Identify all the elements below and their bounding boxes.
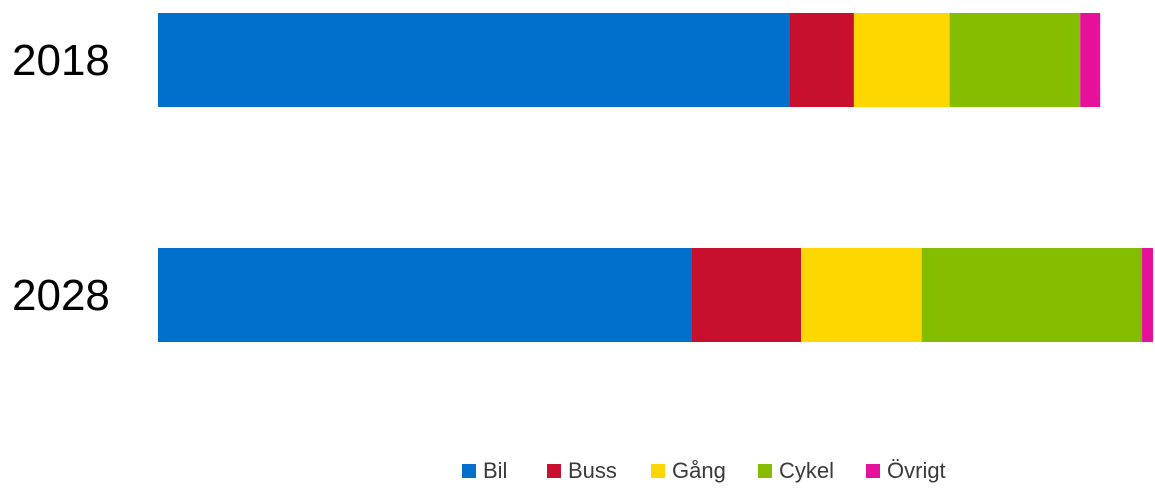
legend-label-buss: Buss — [568, 458, 617, 483]
bar-segment-2018-bil — [158, 13, 790, 107]
bar-segment-2018-buss — [789, 13, 854, 107]
category-labels: 2018 2028 — [12, 36, 110, 320]
category-label-2018: 2018 — [12, 36, 110, 85]
bar-segment-2028-bil — [158, 248, 692, 342]
bar-segment-2028-buss — [691, 248, 802, 342]
legend-swatch-gång — [651, 464, 665, 478]
legend-label-cykel: Cykel — [779, 458, 834, 483]
legend-label-gång: Gång — [672, 458, 726, 483]
legend: Bil Buss Gång Cykel Övrigt — [462, 458, 946, 483]
bar-segment-2018-övrigt — [1080, 13, 1101, 107]
legend-swatch-buss — [547, 464, 561, 478]
legend-swatch-övrigt — [866, 464, 880, 478]
legend-label-bil: Bil — [483, 458, 507, 483]
legend-swatch-cykel — [758, 464, 772, 478]
bars-layer — [158, 13, 1154, 342]
legend-label-övrigt: Övrigt — [887, 458, 946, 483]
bar-segment-2018-cykel — [949, 13, 1081, 107]
category-label-2028: 2028 — [12, 271, 110, 320]
bar-segment-2018-gång — [853, 13, 950, 107]
bar-segment-2028-övrigt — [1142, 248, 1154, 342]
bar-segment-2028-cykel — [921, 248, 1143, 342]
legend-swatch-bil — [462, 464, 476, 478]
bar-segment-2028-gång — [801, 248, 922, 342]
